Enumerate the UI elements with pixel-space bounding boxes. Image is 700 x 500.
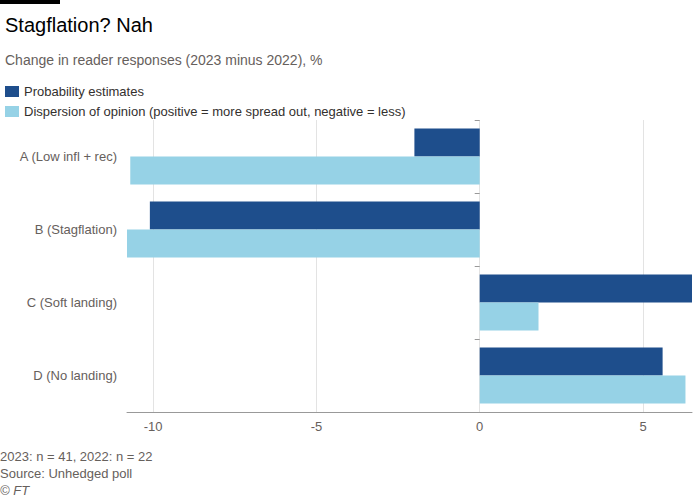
svg-text:A (Low infl + rec): A (Low infl + rec) — [20, 149, 117, 164]
svg-text:Stagflation? Nah: Stagflation? Nah — [5, 14, 153, 36]
svg-text:0: 0 — [476, 419, 483, 434]
svg-text:© FT: © FT — [0, 483, 30, 498]
svg-text:B (Stagflation): B (Stagflation) — [35, 222, 117, 237]
svg-text:D (No landing): D (No landing) — [33, 368, 117, 383]
svg-text:Probability estimates: Probability estimates — [24, 84, 144, 99]
svg-text:-5: -5 — [311, 419, 323, 434]
svg-text:Change in reader responses (20: Change in reader responses (2023 minus 2… — [5, 52, 323, 68]
svg-text:Source: Unhedged poll: Source: Unhedged poll — [0, 466, 132, 481]
svg-text:Dispersion of opinion (positiv: Dispersion of opinion (positive = more s… — [24, 104, 406, 119]
svg-text:-10: -10 — [144, 419, 163, 434]
svg-text:2023: n = 41, 2022: n = 22: 2023: n = 41, 2022: n = 22 — [0, 449, 153, 464]
svg-text:C (Soft landing): C (Soft landing) — [27, 295, 117, 310]
svg-text:5: 5 — [639, 419, 646, 434]
